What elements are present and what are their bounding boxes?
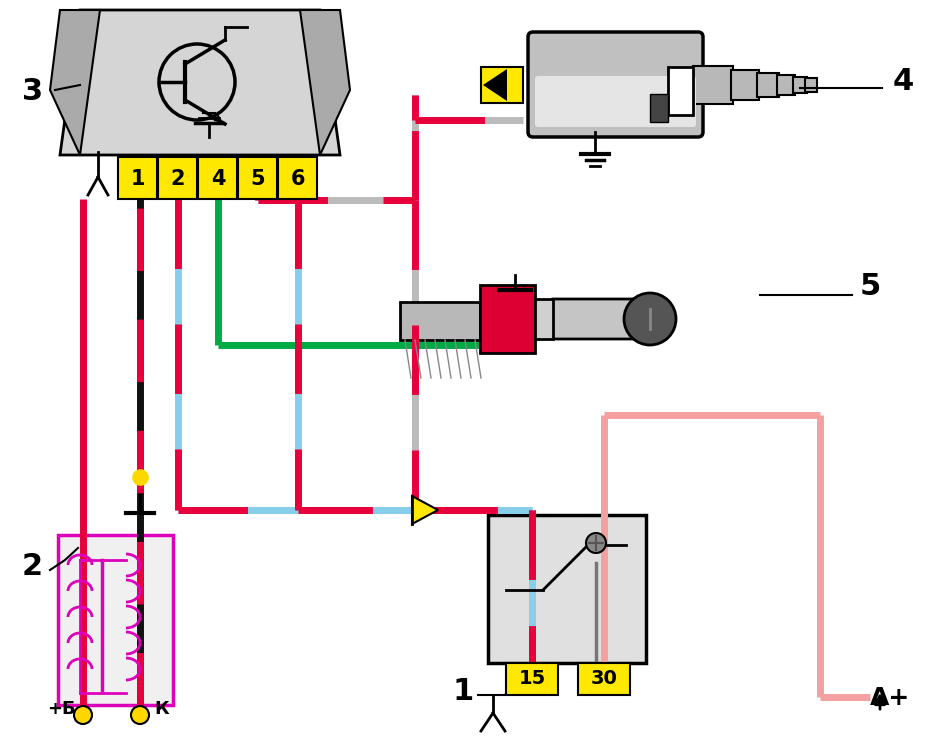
FancyBboxPatch shape <box>158 157 197 199</box>
FancyBboxPatch shape <box>238 157 277 199</box>
Polygon shape <box>60 10 340 155</box>
FancyBboxPatch shape <box>668 67 693 115</box>
Text: 1: 1 <box>131 169 146 189</box>
Circle shape <box>131 706 149 724</box>
Polygon shape <box>300 10 350 155</box>
FancyBboxPatch shape <box>535 76 696 127</box>
FancyBboxPatch shape <box>506 663 558 695</box>
FancyBboxPatch shape <box>480 285 535 353</box>
Text: 30: 30 <box>590 670 617 689</box>
FancyBboxPatch shape <box>777 75 795 95</box>
FancyBboxPatch shape <box>757 73 779 97</box>
FancyBboxPatch shape <box>578 663 630 695</box>
FancyBboxPatch shape <box>551 299 645 339</box>
FancyBboxPatch shape <box>693 66 733 104</box>
Polygon shape <box>483 69 507 101</box>
Circle shape <box>74 706 92 724</box>
Text: 4: 4 <box>210 169 225 189</box>
Text: 15: 15 <box>518 670 546 689</box>
FancyBboxPatch shape <box>58 535 173 705</box>
FancyBboxPatch shape <box>793 77 807 93</box>
Circle shape <box>624 293 676 345</box>
Text: A+: A+ <box>870 686 910 710</box>
FancyBboxPatch shape <box>400 302 480 340</box>
Circle shape <box>586 533 606 553</box>
FancyBboxPatch shape <box>198 157 237 199</box>
FancyBboxPatch shape <box>481 67 523 103</box>
FancyBboxPatch shape <box>278 157 317 199</box>
FancyBboxPatch shape <box>650 94 668 122</box>
FancyBboxPatch shape <box>118 157 157 199</box>
Text: 3: 3 <box>22 77 44 106</box>
FancyBboxPatch shape <box>535 299 553 339</box>
Text: 2: 2 <box>22 552 44 581</box>
Text: 6: 6 <box>291 169 305 189</box>
Text: 4: 4 <box>893 67 914 96</box>
FancyBboxPatch shape <box>805 78 817 92</box>
FancyBboxPatch shape <box>488 515 646 663</box>
Text: 5: 5 <box>860 272 882 301</box>
Polygon shape <box>50 10 100 155</box>
Text: К: К <box>154 700 169 718</box>
Text: 5: 5 <box>250 169 265 189</box>
Text: 1: 1 <box>452 677 474 706</box>
Text: +Б: +Б <box>47 700 76 718</box>
FancyBboxPatch shape <box>731 70 759 100</box>
Polygon shape <box>412 496 438 524</box>
Text: 2: 2 <box>171 169 185 189</box>
FancyBboxPatch shape <box>528 32 703 137</box>
